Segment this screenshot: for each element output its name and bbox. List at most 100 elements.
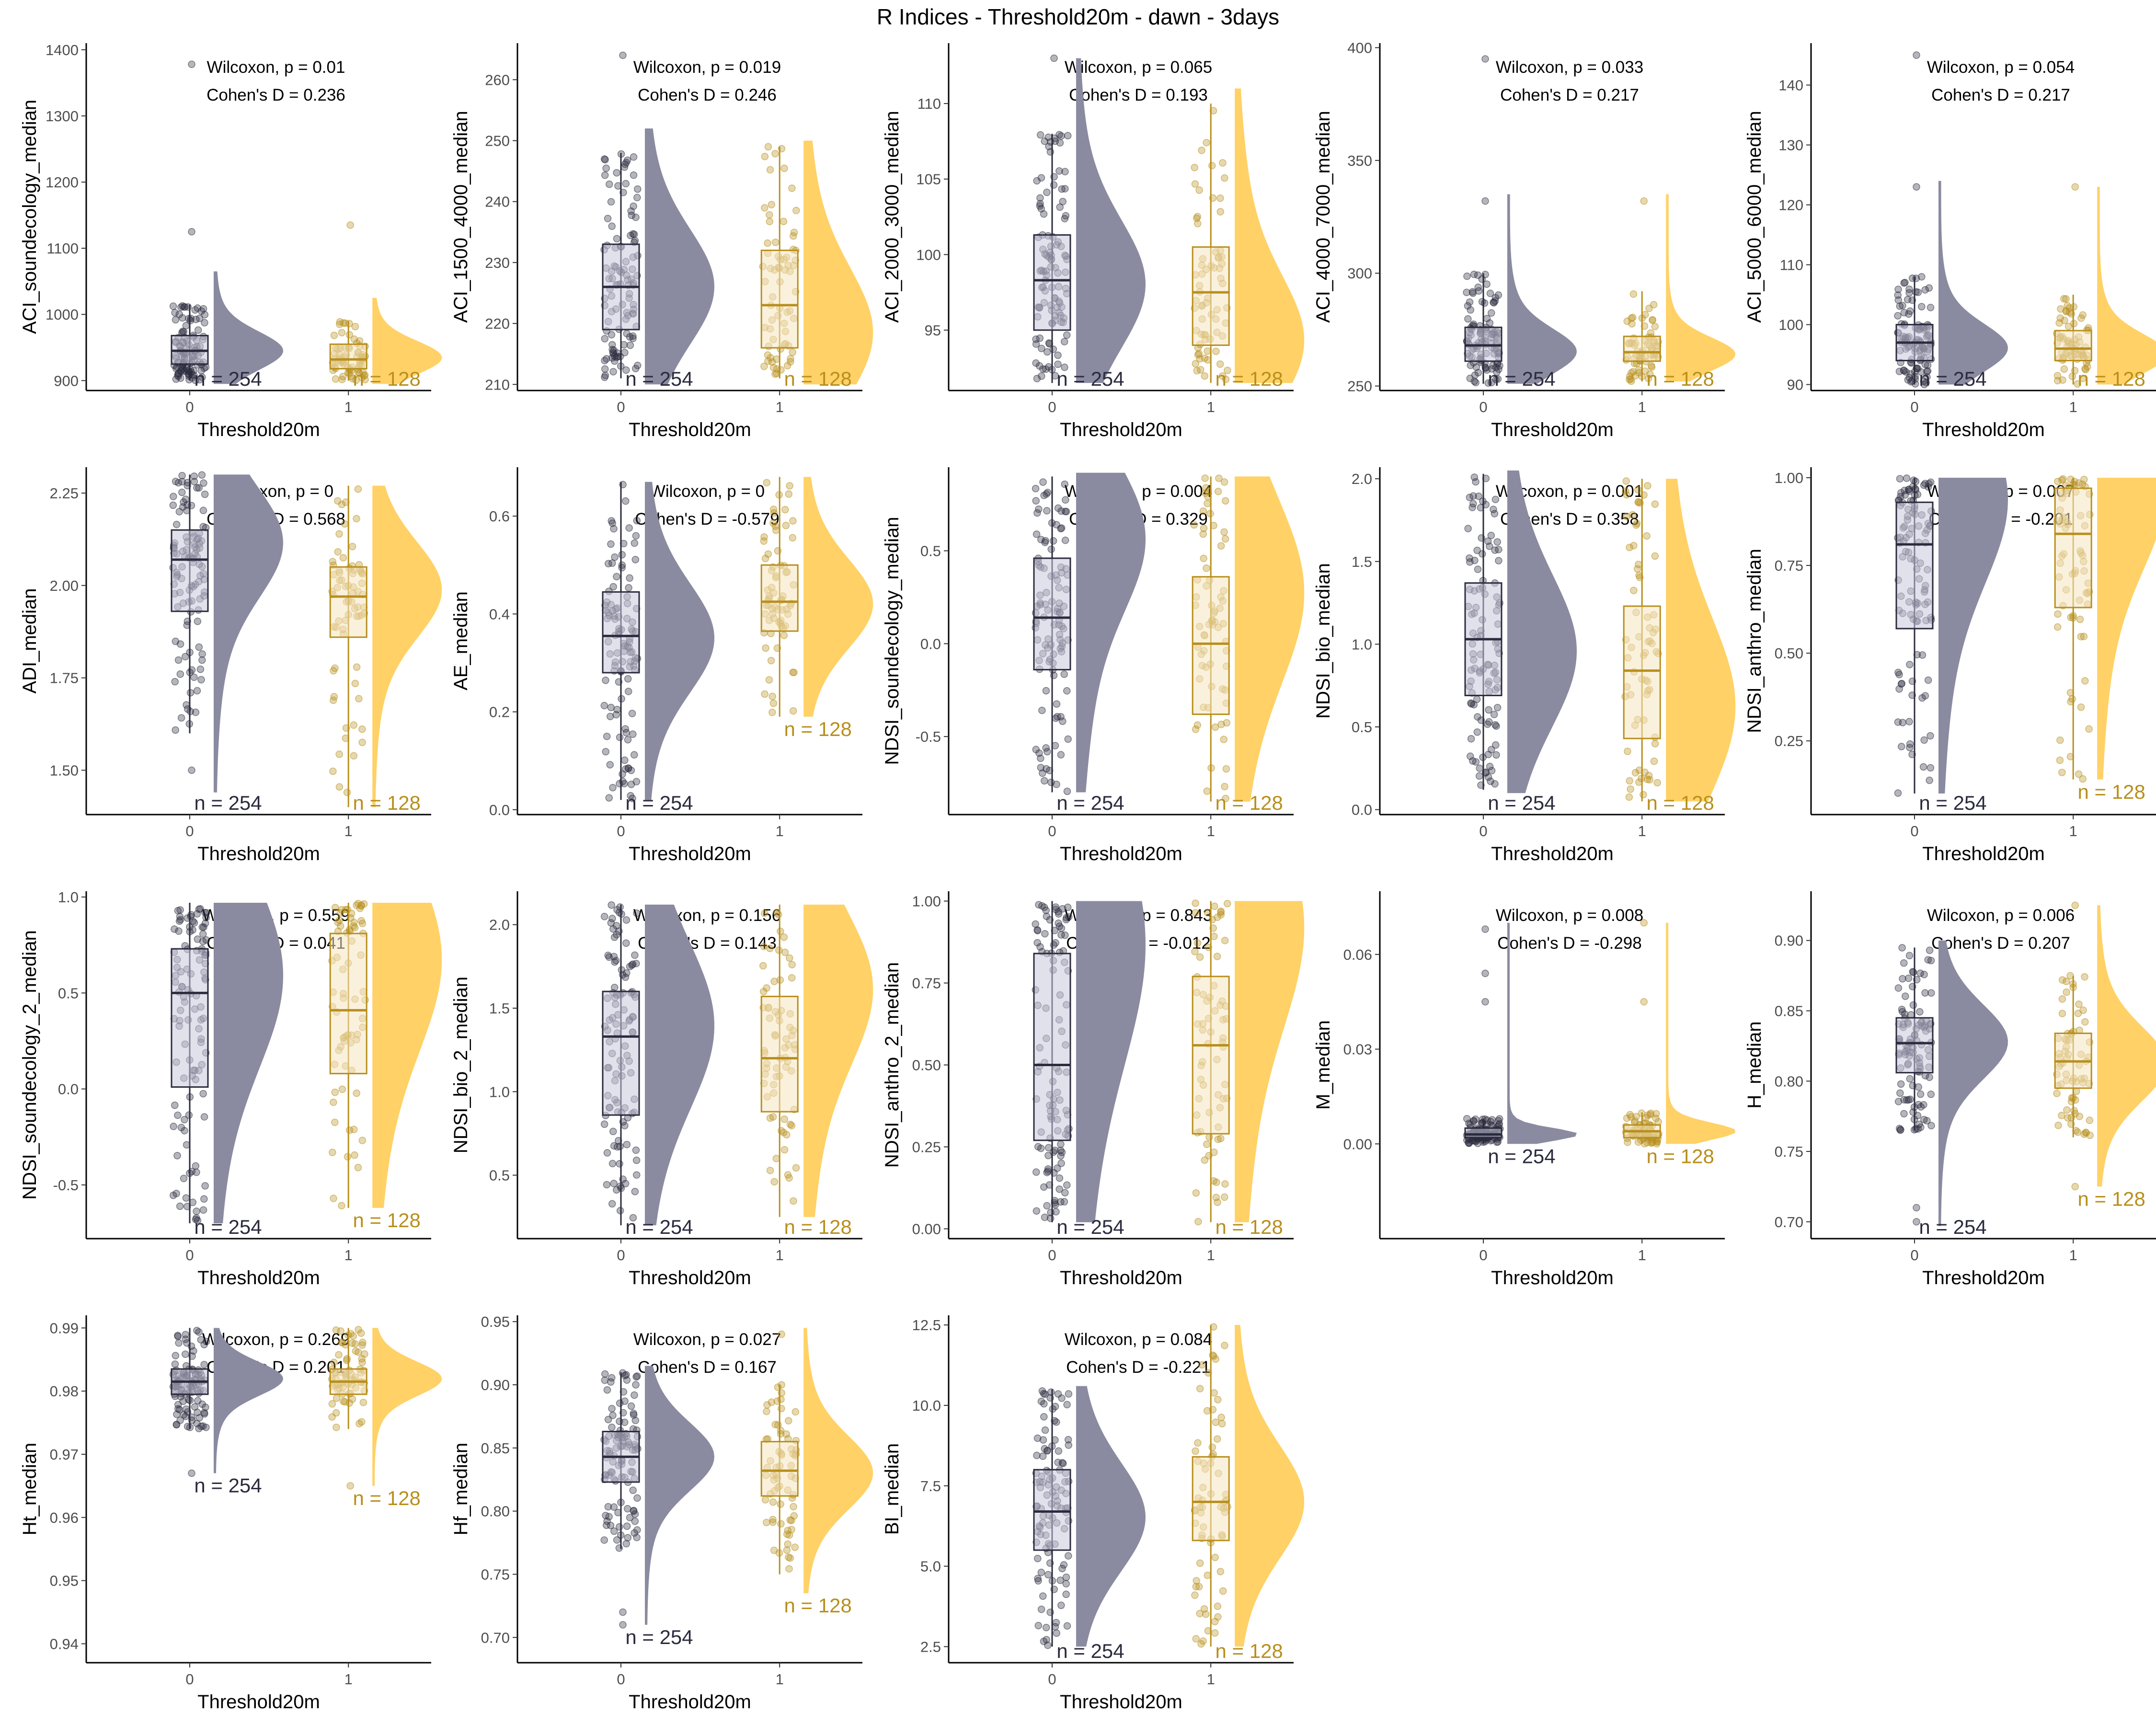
data-point bbox=[769, 1516, 777, 1524]
y-tick-label: 0.0 bbox=[58, 1081, 79, 1098]
data-point bbox=[1920, 1116, 1928, 1124]
data-point bbox=[1915, 1083, 1922, 1091]
y-axis-label: BI_median bbox=[882, 1443, 903, 1535]
data-point bbox=[1902, 992, 1909, 1000]
data-point bbox=[1034, 1622, 1043, 1630]
data-point bbox=[1466, 298, 1474, 306]
data-point bbox=[1193, 213, 1202, 220]
data-point bbox=[1042, 907, 1050, 914]
data-point bbox=[622, 180, 630, 188]
data-point bbox=[767, 656, 775, 665]
data-point bbox=[629, 1486, 637, 1494]
x-tick-label: 0 bbox=[617, 1247, 625, 1264]
data-point bbox=[782, 521, 790, 529]
data-point bbox=[624, 736, 632, 744]
wilcoxon-annotation: Wilcoxon, p = 0.065 bbox=[1065, 58, 1212, 77]
data-point bbox=[1913, 651, 1921, 659]
data-point bbox=[608, 1404, 616, 1413]
data-point bbox=[1033, 375, 1041, 382]
wilcoxon-annotation: Wilcoxon, p = 0.019 bbox=[633, 58, 781, 77]
density-violin bbox=[372, 298, 442, 384]
data-point bbox=[1643, 1138, 1651, 1147]
data-point bbox=[357, 1418, 366, 1426]
y-tick-label: 140 bbox=[1778, 77, 1803, 94]
data-point bbox=[1894, 286, 1902, 293]
chart-panel: -0.5 0.0 0.5 NDSI_soundecology_median Thresh… bbox=[882, 467, 1305, 864]
density-violin bbox=[645, 482, 714, 800]
y-axis-label: NDSI_anthro_2_median bbox=[882, 962, 903, 1168]
n-label: n = 254 bbox=[1919, 792, 1986, 814]
data-point bbox=[626, 963, 634, 970]
data-point bbox=[1918, 651, 1927, 659]
data-point bbox=[1927, 1122, 1935, 1129]
y-tick-label: 0.00 bbox=[1343, 1136, 1372, 1152]
data-point bbox=[1055, 908, 1062, 916]
data-point bbox=[191, 306, 199, 314]
data-point bbox=[633, 909, 641, 917]
data-point bbox=[1210, 1389, 1218, 1397]
data-point bbox=[190, 673, 198, 681]
data-point bbox=[629, 1214, 637, 1222]
data-point bbox=[785, 1417, 792, 1425]
n-label: n = 128 bbox=[1216, 368, 1283, 390]
data-point bbox=[619, 1388, 628, 1396]
chart-panel: 0.5 1.0 1.5 2.0 NDSI_bio_2_median Threshold20… bbox=[450, 891, 873, 1288]
data-point bbox=[1204, 1369, 1212, 1377]
data-point bbox=[1465, 1119, 1473, 1127]
y-tick-label: 0.90 bbox=[481, 1377, 510, 1393]
data-point bbox=[1208, 1443, 1216, 1451]
data-point bbox=[1193, 721, 1202, 729]
data-point bbox=[770, 1178, 778, 1185]
data-point bbox=[607, 540, 615, 548]
data-point bbox=[1057, 1140, 1065, 1148]
data-point bbox=[200, 1361, 208, 1368]
data-point bbox=[600, 1120, 608, 1128]
data-point bbox=[1060, 1198, 1068, 1206]
box bbox=[1033, 1469, 1071, 1551]
data-point bbox=[184, 315, 193, 322]
data-point bbox=[193, 1208, 200, 1215]
data-point bbox=[1199, 507, 1207, 515]
data-point bbox=[361, 1350, 368, 1358]
data-point bbox=[1044, 1571, 1052, 1579]
data-point bbox=[610, 525, 618, 533]
data-point bbox=[610, 1180, 618, 1187]
x-tick-label: 0 bbox=[1479, 1247, 1487, 1264]
data-point bbox=[182, 1335, 189, 1343]
data-point bbox=[195, 376, 204, 384]
y-tick-label: 0.6 bbox=[489, 508, 510, 525]
data-point bbox=[622, 1371, 630, 1379]
data-point bbox=[358, 725, 366, 733]
outlier-point bbox=[188, 1469, 195, 1477]
data-point bbox=[2085, 725, 2093, 733]
data-point bbox=[626, 341, 634, 349]
data-point bbox=[1059, 1460, 1067, 1467]
y-tick-label: 1.5 bbox=[489, 1000, 510, 1017]
data-point bbox=[1033, 1434, 1042, 1442]
y-tick-label: 0.0 bbox=[920, 635, 941, 652]
data-point bbox=[1039, 1592, 1047, 1600]
data-point bbox=[625, 524, 633, 532]
data-point bbox=[198, 650, 206, 658]
data-point bbox=[2058, 976, 2066, 984]
data-point bbox=[182, 1405, 190, 1413]
box bbox=[1192, 976, 1230, 1135]
wilcoxon-annotation: Wilcoxon, p = 0.027 bbox=[633, 1330, 781, 1349]
y-tick-label: 0.98 bbox=[50, 1383, 79, 1400]
data-point bbox=[1899, 975, 1906, 983]
data-point bbox=[2081, 1018, 2089, 1026]
data-point bbox=[1897, 680, 1905, 688]
data-point bbox=[760, 909, 768, 917]
data-point bbox=[1463, 272, 1471, 280]
data-point bbox=[1036, 200, 1044, 207]
y-tick-label: 130 bbox=[1778, 137, 1803, 154]
data-point bbox=[618, 561, 626, 569]
data-point bbox=[1211, 723, 1219, 731]
data-point bbox=[632, 960, 640, 967]
data-point bbox=[1917, 1103, 1925, 1111]
data-point bbox=[331, 1118, 339, 1127]
data-point bbox=[1041, 930, 1049, 938]
data-point bbox=[631, 1529, 638, 1537]
n-label: n = 254 bbox=[625, 1216, 693, 1238]
data-point bbox=[177, 367, 185, 375]
